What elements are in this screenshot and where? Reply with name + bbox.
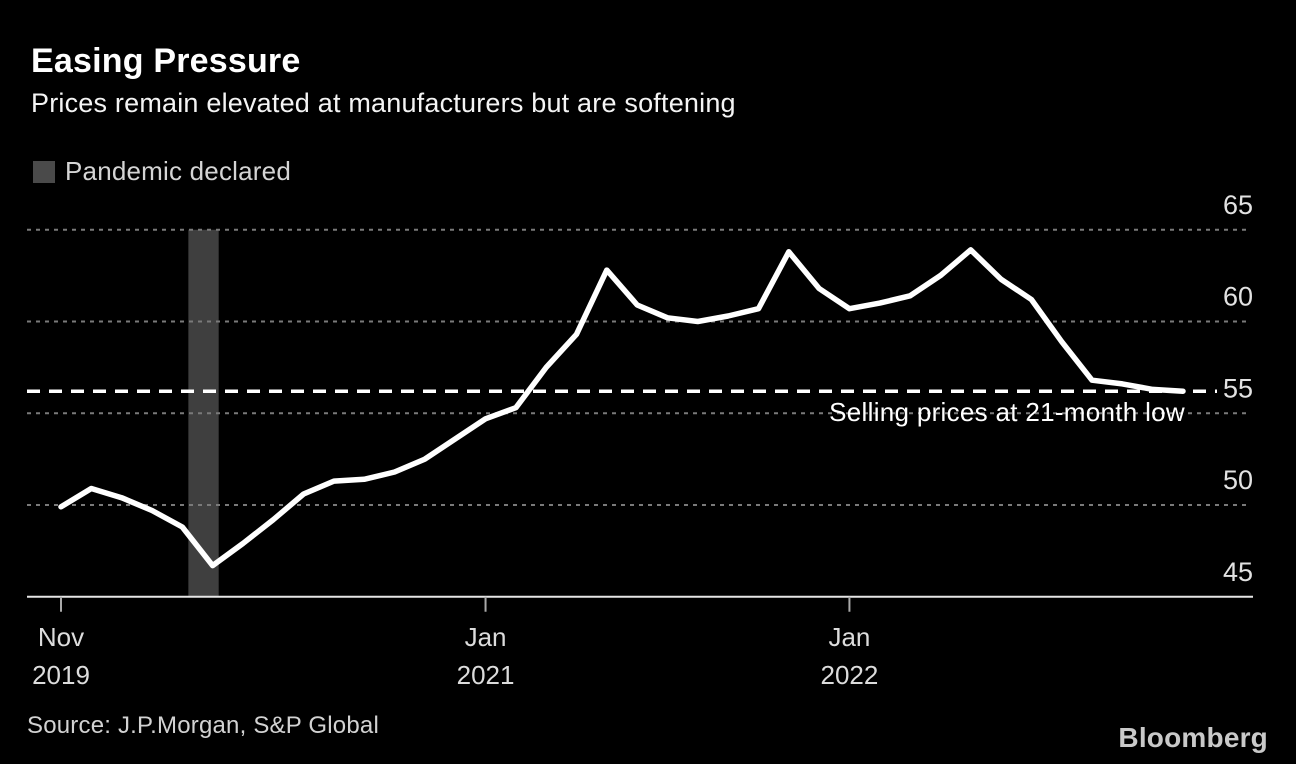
page-title: Easing Pressure	[31, 42, 301, 80]
y-tick-label: 50	[1223, 465, 1253, 495]
legend-swatch	[33, 160, 55, 183]
y-tick-label: 55	[1223, 373, 1253, 403]
x-tick-label: 2022	[821, 660, 879, 690]
x-tick-label: Jan	[465, 622, 507, 652]
legend: Pandemic declared	[33, 156, 291, 187]
pandemic-band	[188, 229, 219, 597]
x-tick-label: 2019	[32, 660, 90, 690]
y-tick-label: 60	[1223, 282, 1253, 312]
legend-label: Pandemic declared	[65, 156, 291, 186]
annotation-label: Selling prices at 21-month low	[829, 397, 1185, 427]
bloomberg-logo: Bloomberg	[1118, 722, 1268, 753]
x-tick-label: 2021	[457, 660, 515, 690]
chart-subtitle: Prices remain elevated at manufacturers …	[31, 88, 736, 118]
x-tick-label: Nov	[38, 622, 84, 652]
data-line	[58, 247, 1186, 569]
y-tick-label: 45	[1223, 557, 1253, 587]
y-tick-label: 65	[1223, 190, 1253, 220]
x-tick-label: Jan	[828, 622, 870, 652]
source-credit: Source: J.P.Morgan, S&P Global	[27, 712, 379, 739]
